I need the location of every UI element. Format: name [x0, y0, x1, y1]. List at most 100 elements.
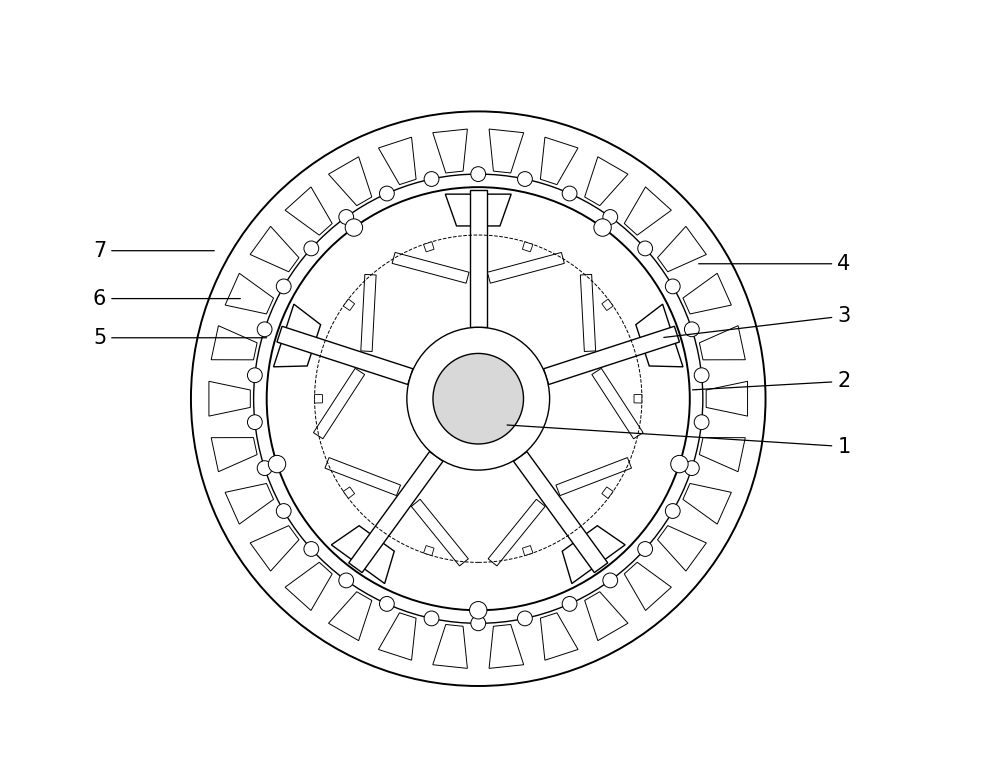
Text: 2: 2	[693, 371, 851, 392]
Polygon shape	[514, 452, 608, 573]
Polygon shape	[315, 395, 322, 403]
Polygon shape	[424, 545, 434, 555]
Circle shape	[424, 611, 439, 626]
Polygon shape	[411, 499, 468, 566]
Polygon shape	[540, 137, 578, 185]
Circle shape	[638, 541, 653, 556]
Circle shape	[603, 573, 618, 588]
Polygon shape	[285, 187, 332, 235]
Circle shape	[603, 210, 618, 225]
Polygon shape	[683, 273, 731, 314]
Polygon shape	[225, 484, 274, 524]
Polygon shape	[313, 368, 365, 439]
Polygon shape	[699, 438, 745, 472]
Polygon shape	[585, 592, 628, 640]
Text: 5: 5	[93, 328, 267, 348]
Polygon shape	[211, 438, 257, 472]
Polygon shape	[285, 562, 332, 611]
Text: 1: 1	[507, 425, 851, 456]
Polygon shape	[209, 381, 250, 416]
Circle shape	[267, 187, 690, 610]
Circle shape	[276, 504, 291, 519]
Polygon shape	[602, 487, 613, 498]
Polygon shape	[378, 137, 416, 185]
Circle shape	[339, 210, 354, 225]
Polygon shape	[329, 592, 372, 640]
Circle shape	[518, 611, 532, 626]
Polygon shape	[225, 273, 274, 314]
Circle shape	[345, 219, 363, 236]
Circle shape	[694, 415, 709, 430]
Polygon shape	[658, 226, 706, 271]
Polygon shape	[624, 187, 671, 235]
Circle shape	[671, 456, 688, 473]
Circle shape	[684, 322, 699, 337]
Polygon shape	[592, 368, 643, 439]
Polygon shape	[433, 129, 467, 173]
Circle shape	[665, 279, 680, 294]
Circle shape	[638, 241, 653, 256]
Polygon shape	[349, 452, 443, 573]
Circle shape	[433, 353, 524, 444]
Circle shape	[424, 172, 439, 186]
Circle shape	[247, 415, 262, 430]
Circle shape	[665, 504, 680, 519]
Polygon shape	[343, 487, 355, 498]
Circle shape	[304, 541, 319, 556]
Polygon shape	[602, 299, 613, 310]
Polygon shape	[470, 190, 487, 328]
Polygon shape	[433, 625, 467, 668]
Circle shape	[594, 219, 611, 236]
Circle shape	[268, 456, 286, 473]
Polygon shape	[277, 326, 413, 385]
Circle shape	[257, 322, 272, 337]
Circle shape	[471, 616, 486, 631]
Polygon shape	[489, 625, 524, 668]
Circle shape	[694, 368, 709, 383]
Polygon shape	[250, 226, 299, 271]
Polygon shape	[585, 157, 628, 206]
Polygon shape	[522, 242, 533, 252]
Polygon shape	[522, 545, 533, 555]
Circle shape	[304, 241, 319, 256]
Polygon shape	[487, 253, 564, 283]
Polygon shape	[562, 526, 625, 583]
Polygon shape	[489, 129, 524, 173]
Polygon shape	[392, 253, 469, 283]
Polygon shape	[274, 304, 321, 367]
Polygon shape	[636, 304, 683, 367]
Circle shape	[379, 186, 394, 201]
Polygon shape	[624, 562, 671, 611]
Polygon shape	[706, 381, 748, 416]
Polygon shape	[488, 499, 545, 566]
Circle shape	[276, 279, 291, 294]
Text: 4: 4	[699, 254, 851, 274]
Polygon shape	[211, 326, 257, 360]
Circle shape	[518, 172, 532, 186]
Circle shape	[562, 597, 577, 612]
Circle shape	[379, 597, 394, 612]
Polygon shape	[580, 275, 596, 352]
Text: 6: 6	[93, 289, 240, 309]
Circle shape	[247, 368, 262, 383]
Circle shape	[684, 461, 699, 476]
Circle shape	[471, 167, 486, 182]
Text: 3: 3	[664, 306, 851, 338]
Circle shape	[407, 328, 550, 470]
Polygon shape	[683, 484, 731, 524]
Polygon shape	[329, 157, 372, 206]
Polygon shape	[544, 326, 680, 385]
Polygon shape	[556, 458, 632, 495]
Polygon shape	[424, 242, 434, 252]
Circle shape	[191, 112, 766, 686]
Circle shape	[470, 601, 487, 619]
Polygon shape	[343, 299, 355, 310]
Polygon shape	[250, 526, 299, 571]
Polygon shape	[325, 458, 401, 495]
Polygon shape	[540, 613, 578, 660]
Polygon shape	[331, 526, 394, 583]
Polygon shape	[361, 275, 376, 352]
Polygon shape	[445, 194, 511, 226]
Polygon shape	[634, 395, 642, 403]
Polygon shape	[378, 613, 416, 660]
